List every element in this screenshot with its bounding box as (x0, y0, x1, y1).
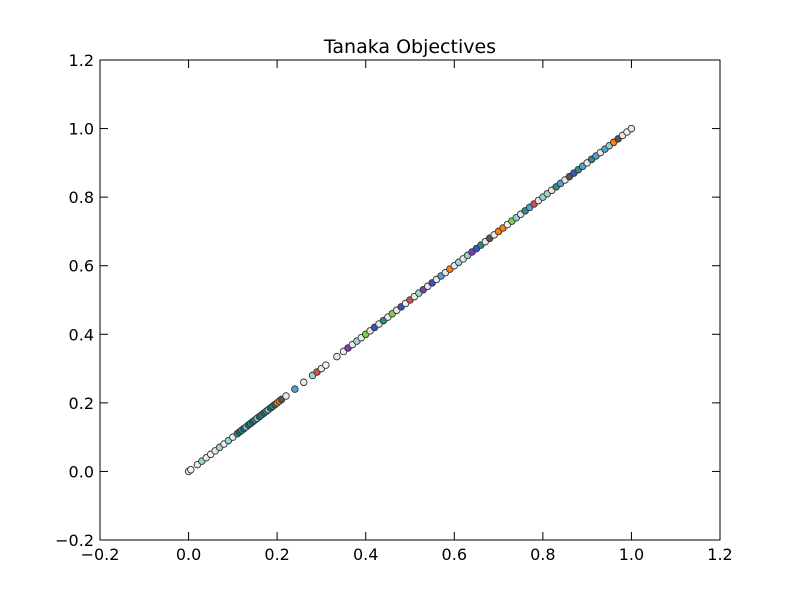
scatter-point (299, 378, 308, 387)
x-tick-label: 1.2 (707, 545, 732, 564)
y-tick-label: 1.0 (69, 120, 94, 139)
scatter-point (627, 124, 636, 133)
scatter-point (333, 352, 341, 361)
x-tick-label: 0.0 (176, 545, 201, 564)
y-tick-label: 0.2 (69, 394, 94, 413)
y-tick-label: 0.4 (69, 325, 94, 344)
scatter-point (291, 385, 299, 393)
x-tick-label: −0.2 (81, 545, 120, 564)
y-tick-label: 0.8 (69, 188, 94, 207)
x-tick-label: 0.6 (442, 545, 467, 564)
x-tick-label: 0.4 (353, 545, 378, 564)
scatter-point (187, 465, 195, 474)
chart-title: Tanaka Objectives (323, 36, 496, 58)
y-tick-label: 1.2 (69, 51, 94, 70)
data-points (184, 124, 636, 476)
scatter-point (282, 392, 290, 400)
x-tick-label: 0.2 (264, 545, 289, 564)
scatter-point (322, 361, 330, 369)
y-tick-label: −0.2 (55, 531, 94, 550)
x-tick-label: 0.8 (530, 545, 555, 564)
y-tick-label: 0.0 (69, 462, 94, 481)
x-tick-label: 1.0 (619, 545, 644, 564)
axis-ticks: −0.2 0.0 0.2 0.4 0.6 0.8 1.0 1.2 −0.2 0.0 0.2 0.4 0.… (55, 51, 733, 564)
plot-area-frame (99, 59, 721, 541)
y-tick-label: 0.6 (69, 257, 94, 276)
